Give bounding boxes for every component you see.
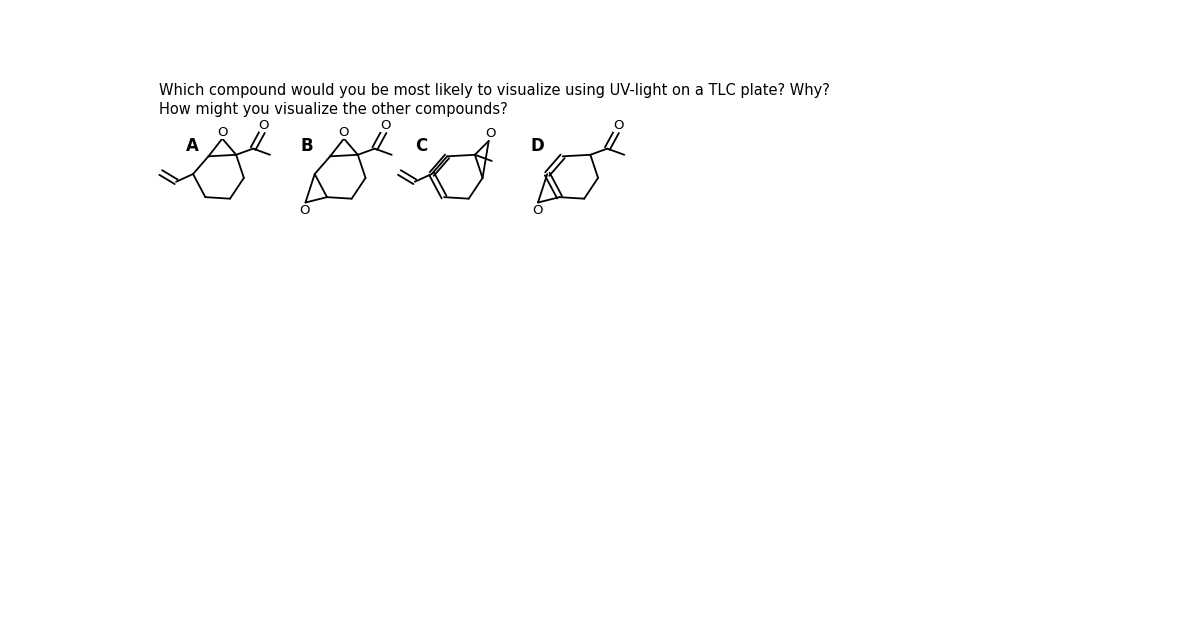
- Text: Which compound would you be most likely to visualize using UV-light on a TLC pla: Which compound would you be most likely …: [160, 83, 830, 98]
- Text: O: O: [338, 126, 349, 139]
- Text: O: O: [532, 204, 542, 217]
- Text: A: A: [186, 137, 199, 155]
- Text: O: O: [613, 119, 623, 132]
- Text: O: O: [300, 204, 310, 217]
- Text: O: O: [380, 119, 391, 132]
- Text: O: O: [259, 119, 269, 132]
- Text: C: C: [415, 137, 427, 155]
- Text: O: O: [485, 126, 496, 140]
- Text: D: D: [530, 137, 544, 155]
- Text: B: B: [301, 137, 313, 155]
- Text: How might you visualize the other compounds?: How might you visualize the other compou…: [160, 103, 508, 118]
- Text: O: O: [217, 126, 228, 139]
